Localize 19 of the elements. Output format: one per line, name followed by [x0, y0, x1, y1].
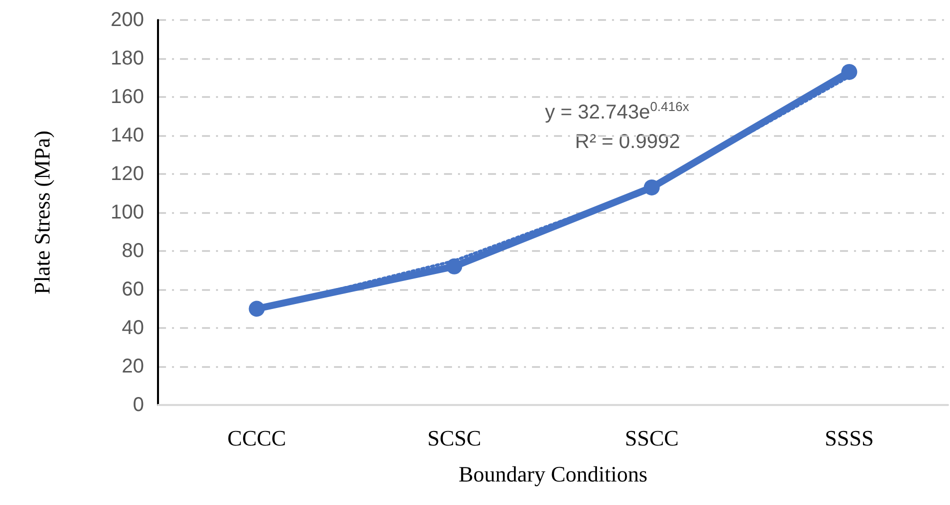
y-tick-label: 200 — [110, 9, 144, 31]
y-tick-label: 120 — [110, 163, 144, 185]
y-tick-label: 0 — [132, 394, 144, 416]
x-tick-label: SSSS — [824, 426, 874, 450]
y-axis-title: Plate Stress (MPa) — [30, 130, 54, 294]
x-tick-label: SSCC — [624, 426, 679, 450]
y-tick-label: 20 — [122, 356, 144, 378]
y-tick-label: 60 — [122, 278, 144, 300]
x-axis-title: Boundary Conditions — [458, 462, 648, 486]
annotation: R² = 0.9992 — [575, 131, 680, 153]
x-tick-label: CCCC — [227, 426, 286, 450]
point — [841, 64, 858, 80]
y-tick-label: 180 — [110, 48, 144, 70]
x-tick-label: SCSC — [427, 426, 482, 450]
y-tick-label: 160 — [110, 86, 144, 108]
y-tick-label: 140 — [110, 124, 144, 146]
y-tick-label: 100 — [110, 202, 144, 224]
y-tick-label: 40 — [122, 317, 144, 339]
y-tick-label: 80 — [122, 240, 144, 262]
